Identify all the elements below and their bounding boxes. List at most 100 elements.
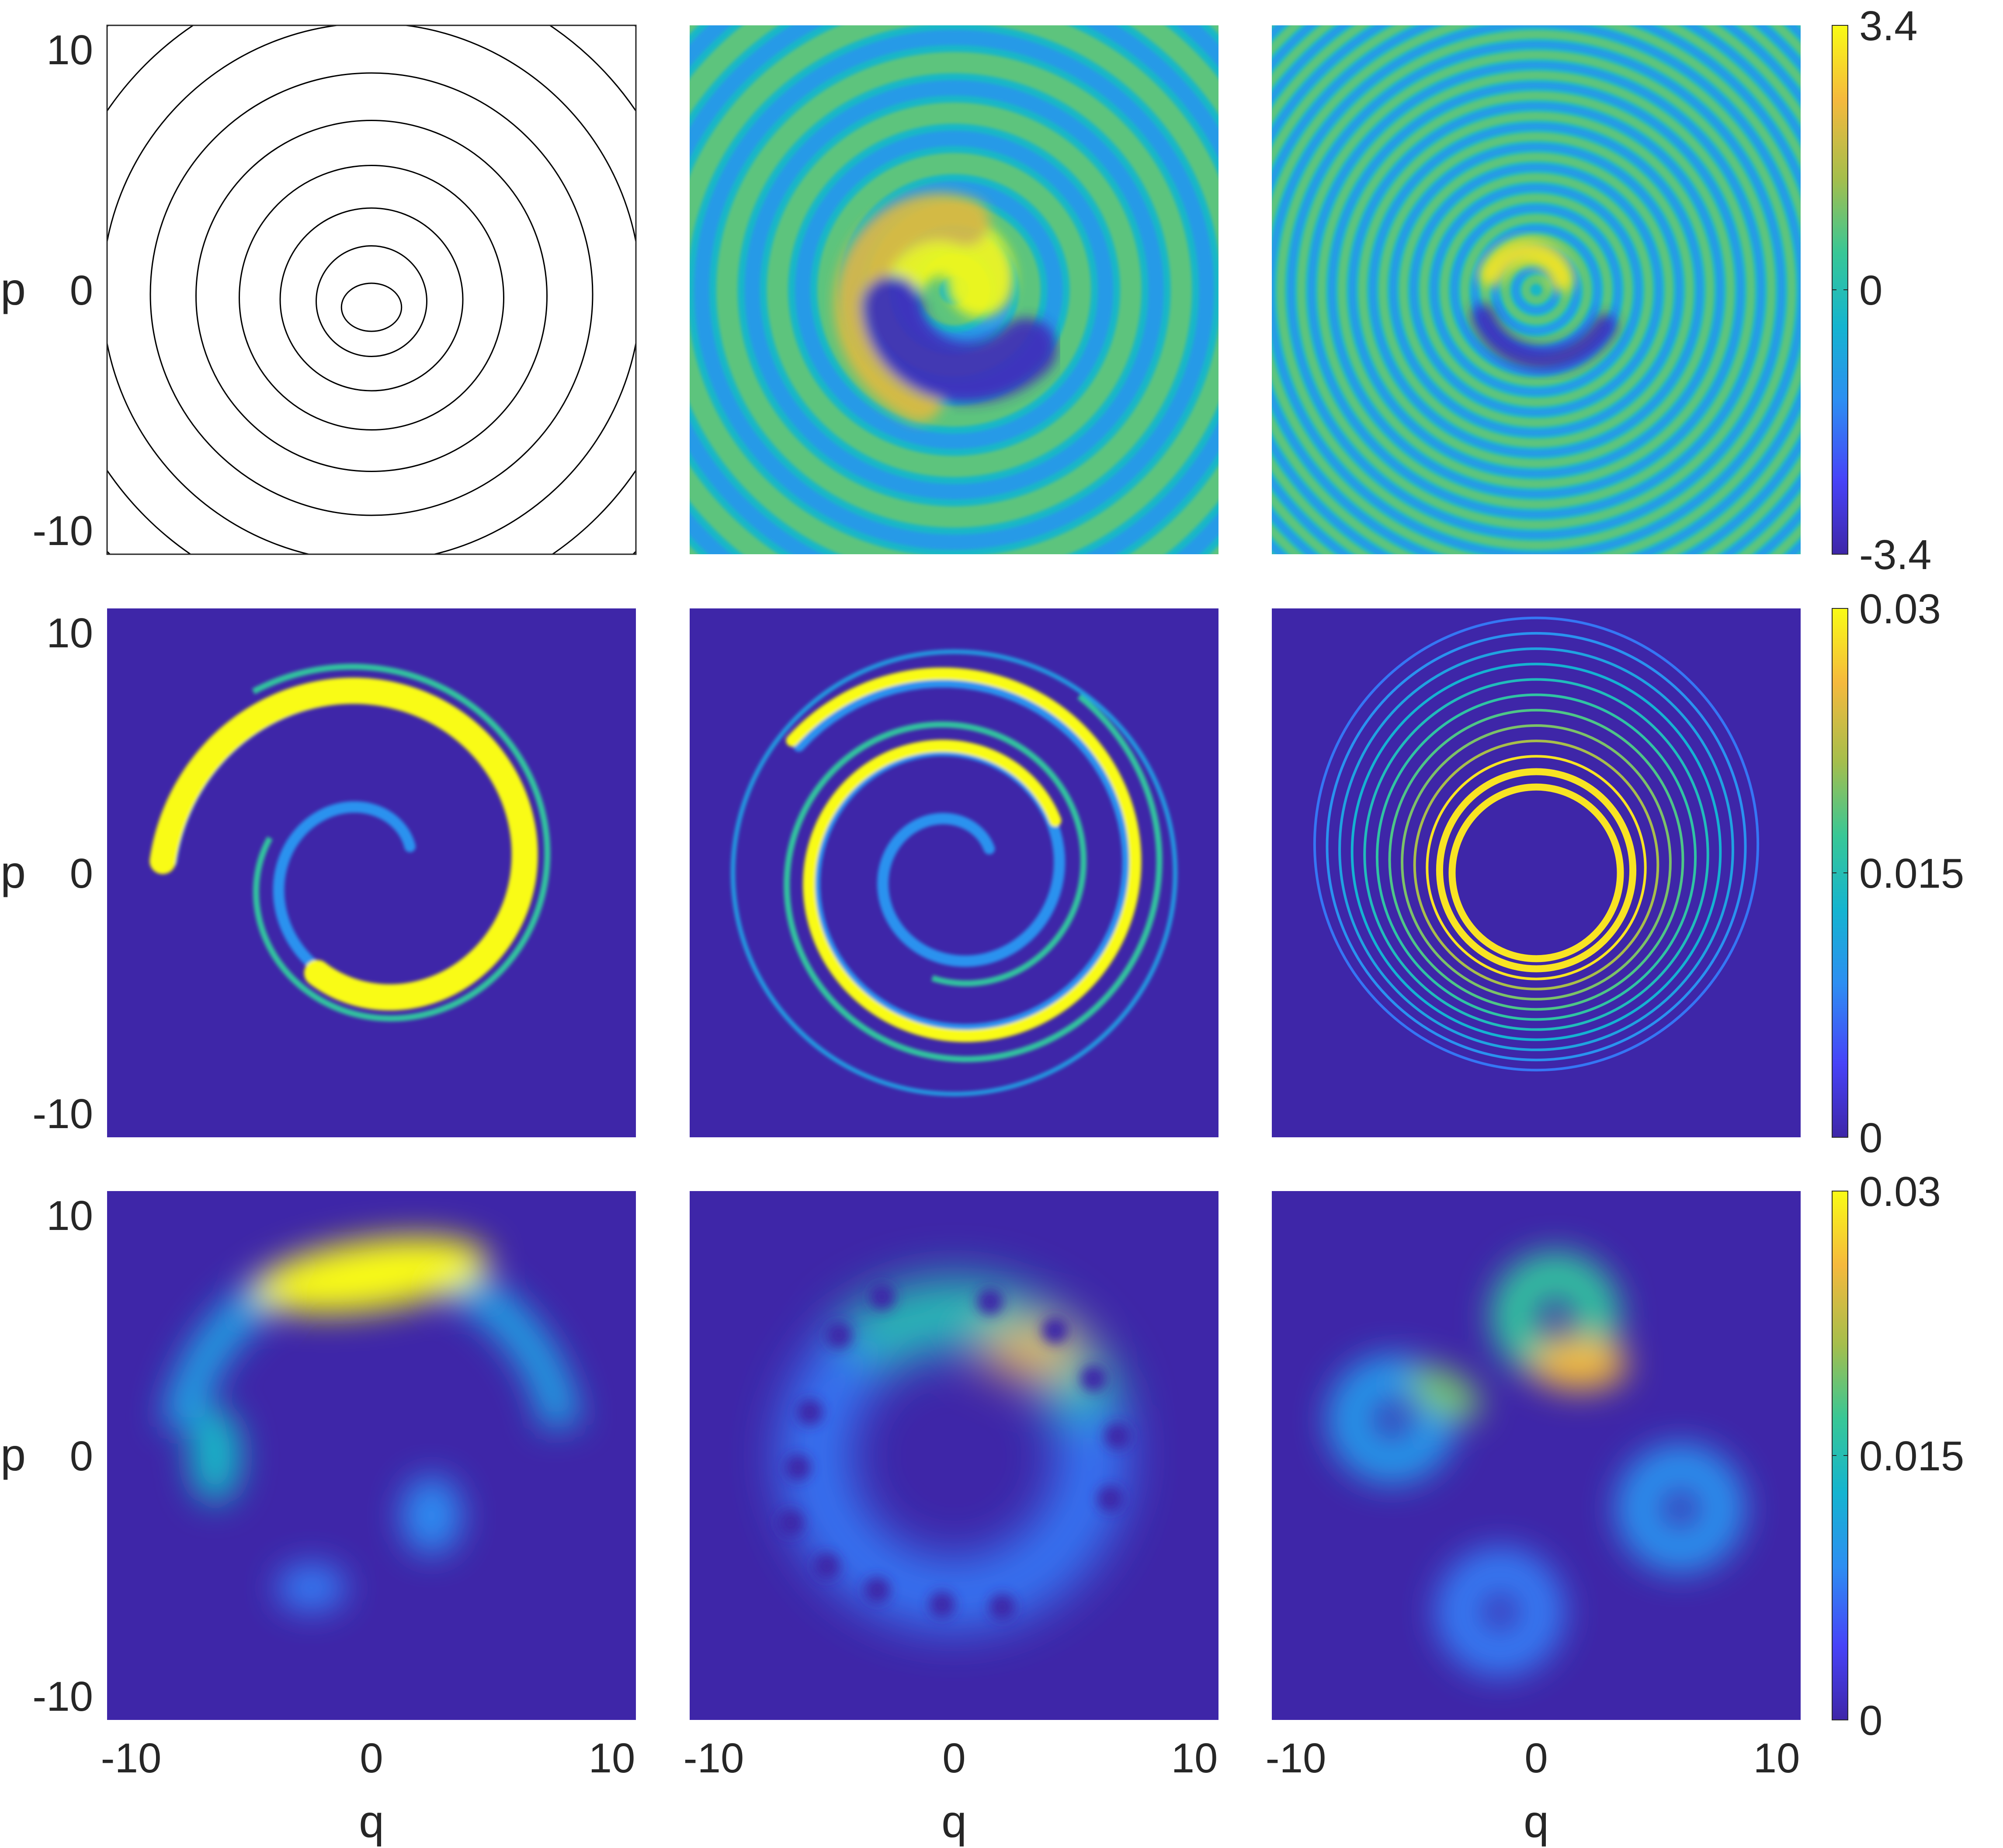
panel-r2-c2 [690,608,1218,1137]
outer-ring [731,650,1177,1096]
husimi-ring [1327,1355,1457,1484]
colorbar-tick-label: 3.4 [1859,3,1917,49]
density-ring [1448,783,1624,962]
wave-ring [1440,193,1633,386]
colorbar-tick-label: -3.4 [1859,531,1931,578]
colorbar-tick-label: 0.03 [1859,1168,1941,1215]
husimi-peak [1531,1338,1628,1390]
panel-r1-c3 [1272,25,1801,554]
x-axis-label: q [359,1796,384,1847]
wave-ring [1420,173,1653,406]
wave-ring [1317,71,1755,509]
density-ring [1436,768,1637,973]
panel-r2-c1 [107,608,636,1137]
x-axis-label: q [941,1796,967,1847]
husimi-hole [1042,1317,1068,1344]
husimi-hole [1080,1365,1107,1392]
wave-ring [817,153,1091,427]
panel-frame [106,24,637,555]
contour-line [195,120,548,472]
wave-spiral-low [1471,304,1617,371]
wave-ring [767,102,1142,477]
density-ring [1350,663,1722,1041]
husimi-hole [797,1399,823,1425]
husimi-hole [929,1591,955,1618]
colorbar-row-3: 0.03 0.015 0 [1832,1168,1964,1744]
colorbar-tick-label: 0.03 [1859,586,1941,632]
husimi-hole [785,1454,811,1481]
colorbar-tick-label: 0 [1859,1697,1882,1744]
husimi-hole [1104,1423,1131,1449]
wave-spiral-high [1478,238,1575,292]
panel-r1-c1 [106,24,637,555]
wave-ring [1399,153,1673,427]
density-ring [1326,632,1747,1062]
panel-r2-c3 [1272,608,1801,1137]
wave-ring [716,52,1192,528]
y-tick-label: 10 [46,27,93,73]
wave-ring [1276,30,1796,550]
husimi-hole [1097,1486,1124,1512]
density-ring [1413,740,1659,990]
x-tick-label: 10 [1753,1735,1800,1782]
colorbar-tick-label: 0 [1859,1115,1882,1161]
colorbar-row-2: 0.03 0.015 0 [1832,586,1964,1161]
x-tick-label: 0 [1524,1735,1548,1782]
colorbar-row-1: 3.4 0 -3.4 [1832,3,1931,578]
y-axis-label: p [0,847,26,898]
x-tick-label: -10 [101,1735,162,1782]
colorbar-tick-label: 0 [1859,267,1882,314]
husimi-hole [826,1322,852,1348]
wave-ring [1358,111,1715,468]
husimi-ring [1616,1444,1745,1573]
density-ring [1375,693,1697,1021]
husimi-peak [254,1237,489,1314]
wave-spiral-low [861,275,1057,403]
density-ring [1401,724,1672,1001]
density-ring [1426,755,1647,980]
husimi-arc [837,1278,1123,1424]
density-ring [1363,678,1709,1031]
wave-ring [1297,50,1776,529]
density-arm-bright [149,677,538,1011]
wave-ring [1338,91,1735,488]
y-tick-label: -10 [32,507,93,554]
y-tick-label: 0 [70,267,93,314]
husimi-ring [1436,1547,1565,1676]
x-tick-label: 0 [360,1735,383,1782]
wave-ring [1521,275,1551,305]
panel-r3-c3 [1272,1191,1801,1720]
x-tick-label: 0 [942,1735,965,1782]
y-tick-label: 0 [70,850,93,897]
panel-r1-c2 [690,25,1218,554]
contour-line [279,207,464,392]
x-tick-label: -10 [1266,1735,1326,1782]
y-tick-label: -10 [32,1673,93,1720]
density-ring [1388,709,1684,1011]
wave-spiral-high [861,210,1014,317]
contour-line [239,165,504,431]
density-ring [1338,647,1734,1051]
y-axis-label: p [0,1430,26,1480]
husimi-hole [778,1510,804,1536]
y-tick-label: -10 [32,1091,93,1137]
density-arm-bright [786,667,1142,1042]
y-axis-label: p [0,264,26,315]
y-tick-label: 10 [46,1192,93,1239]
panel-r3-c2 [690,1191,1218,1720]
husimi-hole [869,1284,895,1310]
x-tick-label: 10 [589,1735,635,1782]
wave-ring [1378,132,1694,448]
wave-ring [1481,234,1592,345]
density-ring [1313,616,1760,1072]
panel-r3-c1 [107,1191,636,1720]
y-tick-label: 0 [70,1433,93,1480]
husimi-hole [989,1594,1015,1620]
colorbar-tick-label: 0.015 [1859,1433,1964,1480]
contour-line [149,72,594,516]
husimi-hole [813,1553,840,1579]
x-tick-label: -10 [684,1735,744,1782]
husimi-hole [977,1289,1003,1315]
contour-line [340,282,403,332]
y-tick-label: 10 [46,610,93,657]
